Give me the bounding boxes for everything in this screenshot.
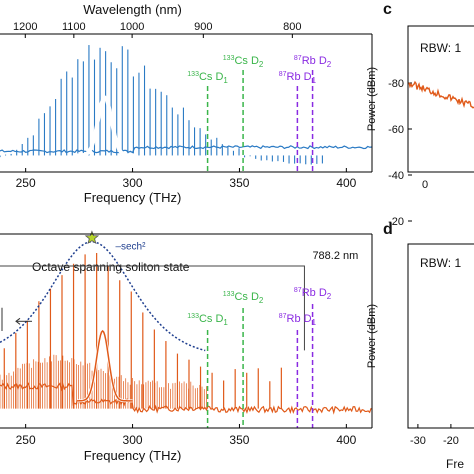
x-tick-label: 350 (229, 176, 249, 190)
axes-box (407, 25, 474, 173)
x-tick-label: 300 (123, 176, 143, 190)
noise-floor (0, 145, 373, 154)
atomic-line-label: 87Rb D1 (279, 313, 317, 327)
rbw-label: RBW: 1 (420, 41, 461, 55)
atomic-line-label: 87Rb D2 (294, 287, 332, 301)
y-tick-label: -80 (388, 78, 404, 90)
star-marker (84, 230, 100, 245)
wavelength-leader (0, 265, 305, 351)
panel-label: c (383, 1, 392, 18)
x-tick-label: 250 (16, 176, 36, 190)
atomic-line-label: 133Cs D1 (187, 71, 228, 85)
top-tick-label: 800 (283, 21, 301, 33)
filler-comb (0, 354, 207, 409)
top-tick-label: 1000 (120, 21, 144, 33)
y-axis-label: Power (dBm) (366, 304, 378, 368)
panel-d-rf-spectrum: d RBW: 1 -20 -40 -60 -80 -30 -20 Power (dBm) Fre (366, 78, 474, 471)
pump-peak (76, 329, 133, 402)
atomic-line-label: 133Cs D1 (187, 313, 228, 327)
top-axis-label: Wavelength (nm) (83, 2, 182, 17)
x-tick-label: 250 (16, 433, 36, 447)
atomic-line-label: 133Cs D2 (223, 291, 264, 305)
rbw-label: RBW: 1 (420, 256, 461, 270)
x-axis-label: Frequency (THz) (84, 448, 182, 463)
x-tick-label: 400 (336, 433, 356, 447)
x-tick-label: 350 (229, 433, 249, 447)
x-tick-label: -30 (410, 435, 426, 447)
rf-trace (408, 80, 474, 109)
edge-arrow-head (15, 317, 21, 325)
top-tick-label: 1100 (62, 21, 86, 33)
comb-lines (3, 253, 282, 409)
y-axis-label: Power (dBm) (366, 67, 378, 131)
panel-b-spectrum: –sech² Octave spanning soliton state 788.2… (0, 230, 373, 463)
top-tick-label: 1200 (13, 21, 37, 33)
y-tick-label: -40 (388, 170, 404, 182)
x-tick-label: 300 (123, 433, 143, 447)
x-tick-label: 400 (336, 176, 356, 190)
panel-label: d (383, 221, 393, 238)
comb-lines (0, 45, 323, 165)
panel-a-spectrum: 250 300 350 400 1200 1100 1000 900 800 Wavelength… (0, 2, 373, 205)
x-tick-label: -20 (443, 435, 459, 447)
x-tick-label: 0 (422, 179, 428, 191)
noise-floor (0, 382, 372, 415)
x-axis-label: Fre (446, 457, 464, 471)
top-tick-label: 900 (194, 21, 212, 33)
y-tick-label: -60 (388, 124, 404, 136)
y-tick-label: -20 (388, 216, 404, 228)
annotation-soliton: Octave spanning soliton state (32, 260, 190, 274)
pump-peak (74, 96, 135, 157)
axes-box (407, 243, 474, 429)
atomic-line-label: 133Cs D2 (223, 55, 264, 69)
x-axis-label: Frequency (THz) (84, 190, 182, 205)
atomic-line-label: 87Rb D1 (279, 71, 317, 85)
sech2-label: –sech² (115, 242, 146, 253)
sech2-fit (0, 241, 206, 352)
annotation-wavelength: 788.2 nm (312, 250, 358, 262)
atomic-line-label: 87Rb D2 (294, 55, 332, 69)
